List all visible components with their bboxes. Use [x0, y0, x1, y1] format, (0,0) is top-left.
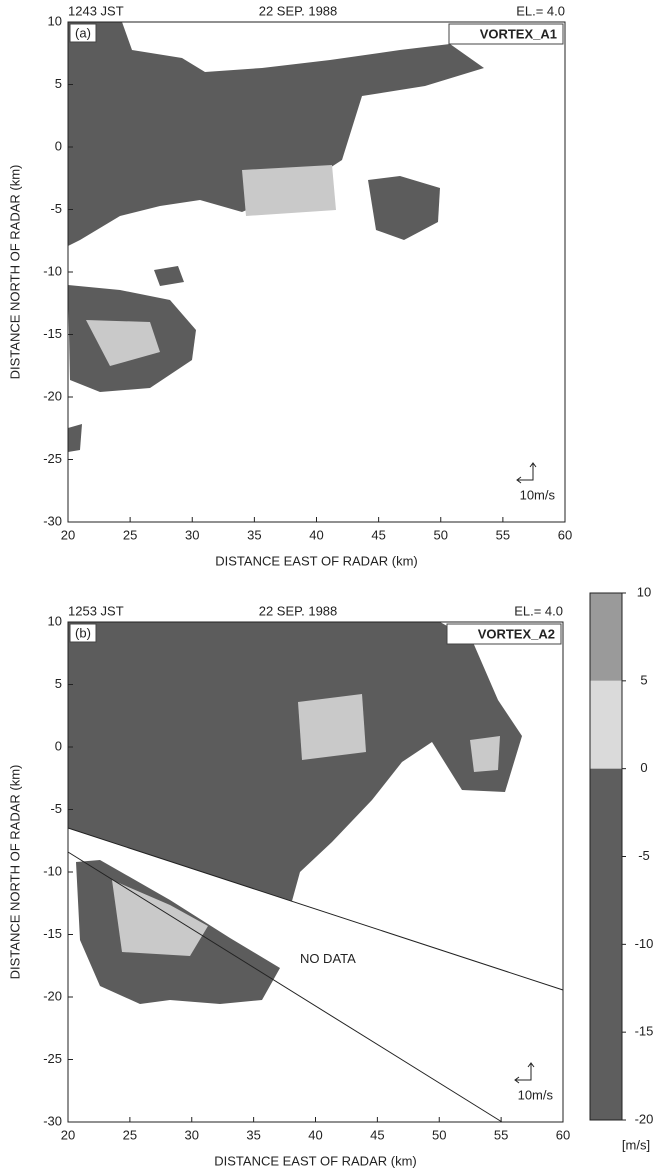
panel-b-echo — [68, 622, 563, 1122]
y-tick-label: 0 — [55, 738, 62, 753]
x-tick-label: 30 — [185, 1127, 199, 1142]
echo-region — [242, 165, 336, 216]
header-left: 1243 JST — [68, 3, 124, 18]
echo-region — [68, 424, 82, 452]
y-tick-label: -30 — [43, 513, 62, 528]
colorbar-tick-label: -20 — [635, 1111, 654, 1126]
colorbar-tick-label: -5 — [638, 848, 650, 863]
echo-region — [470, 736, 500, 772]
panel-label: (b) — [75, 625, 91, 640]
y-tick-label: -25 — [43, 451, 62, 466]
x-tick-label: 60 — [558, 527, 572, 542]
colorbar-tick-label: 5 — [640, 672, 647, 687]
y-tick-label: 5 — [55, 76, 62, 91]
header-right: EL.= 4.0 — [516, 3, 565, 18]
panel-label: (a) — [75, 25, 91, 40]
x-tick-label: 45 — [370, 1127, 384, 1142]
scale-label: 10m/s — [520, 487, 556, 502]
y-tick-label: -10 — [43, 863, 62, 878]
x-tick-label: 35 — [246, 1127, 260, 1142]
x-tick-label: 25 — [123, 1127, 137, 1142]
color-band — [590, 769, 622, 1120]
scale-label: 10m/s — [518, 1087, 554, 1102]
color-band — [590, 681, 622, 769]
header-left: 1253 JST — [68, 603, 124, 618]
x-tick-label: 60 — [556, 1127, 570, 1142]
y-tick-label: -5 — [50, 201, 62, 216]
echo-region — [154, 266, 184, 286]
scale-arrow — [515, 1063, 534, 1083]
colorbar-tick-label: -15 — [635, 1024, 654, 1039]
y-tick-label: -20 — [43, 988, 62, 1003]
y-tick-label: -10 — [43, 263, 62, 278]
x-axis-label: DISTANCE EAST OF RADAR (km) — [214, 1153, 416, 1168]
y-tick-label: -15 — [43, 926, 62, 941]
colorbar-tick-label: 0 — [640, 760, 647, 775]
scale-arrow — [517, 463, 536, 483]
header-right: EL.= 4.0 — [514, 603, 563, 618]
y-tick-label: 0 — [55, 138, 62, 153]
y-tick-label: -5 — [50, 801, 62, 816]
x-tick-label: 55 — [494, 1127, 508, 1142]
x-tick-label: 50 — [434, 527, 448, 542]
x-tick-label: 25 — [123, 527, 137, 542]
panel-title: VORTEX_A1 — [480, 26, 557, 41]
x-tick-label: 30 — [185, 527, 199, 542]
echo-region — [368, 176, 440, 240]
y-tick-label: 5 — [55, 676, 62, 691]
annotation: NO DATA — [300, 951, 356, 966]
y-axis-label: DISTANCE NORTH OF RADAR (km) — [7, 765, 22, 980]
header-center: 22 SEP. 1988 — [259, 603, 338, 618]
y-tick-label: -30 — [43, 1113, 62, 1128]
y-tick-label: -15 — [43, 326, 62, 341]
x-tick-label: 45 — [371, 527, 385, 542]
x-tick-label: 35 — [247, 527, 261, 542]
y-tick-label: -25 — [43, 1051, 62, 1066]
y-tick-label: 10 — [48, 13, 62, 28]
panel-a-echo — [68, 22, 484, 452]
panel-title: VORTEX_A2 — [478, 626, 555, 641]
header-center: 22 SEP. 1988 — [259, 3, 338, 18]
color-band — [590, 593, 622, 681]
echo-region — [298, 694, 366, 760]
x-tick-label: 50 — [432, 1127, 446, 1142]
colorbar-tick-label: 10 — [637, 584, 651, 599]
figure: 202530354045505560-30-25-20-15-10-505101… — [0, 0, 668, 1175]
y-tick-label: 10 — [48, 613, 62, 628]
x-tick-label: 20 — [61, 527, 75, 542]
x-axis-label: DISTANCE EAST OF RADAR (km) — [215, 553, 417, 568]
x-tick-label: 40 — [308, 1127, 322, 1142]
y-axis-label: DISTANCE NORTH OF RADAR (km) — [7, 165, 22, 380]
x-tick-label: 40 — [309, 527, 323, 542]
x-tick-label: 20 — [61, 1127, 75, 1142]
x-tick-label: 55 — [496, 527, 510, 542]
echo-region — [68, 622, 522, 901]
colorbar-tick-label: -10 — [635, 936, 654, 951]
y-tick-label: -20 — [43, 388, 62, 403]
colorbar-unit: [m/s] — [622, 1137, 650, 1152]
